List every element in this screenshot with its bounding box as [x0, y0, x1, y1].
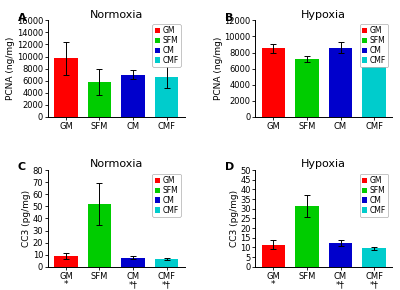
- Bar: [262, 48, 285, 117]
- Bar: [155, 77, 178, 117]
- Bar: [295, 206, 319, 267]
- Bar: [121, 258, 145, 267]
- Legend: GM, SFM, CM, CMF: GM, SFM, CM, CMF: [152, 174, 181, 217]
- Text: *†: *†: [128, 280, 138, 289]
- Bar: [54, 256, 78, 267]
- Legend: GM, SFM, CM, CMF: GM, SFM, CM, CMF: [360, 24, 388, 67]
- Bar: [88, 82, 111, 117]
- Bar: [262, 244, 285, 267]
- Title: Hypoxia: Hypoxia: [301, 10, 346, 19]
- Text: *: *: [64, 280, 68, 289]
- Bar: [329, 48, 352, 117]
- Bar: [295, 59, 319, 117]
- Text: C: C: [18, 162, 26, 172]
- Bar: [362, 63, 386, 117]
- Bar: [88, 204, 111, 267]
- Bar: [121, 75, 145, 117]
- Text: *: *: [271, 280, 276, 289]
- Legend: GM, SFM, CM, CMF: GM, SFM, CM, CMF: [152, 24, 181, 67]
- Text: *†: *†: [162, 280, 171, 289]
- Text: *†: *†: [370, 280, 378, 289]
- Y-axis label: PCNA (ng/mg): PCNA (ng/mg): [214, 37, 223, 100]
- Text: D: D: [226, 162, 235, 172]
- Text: A: A: [18, 12, 26, 23]
- Bar: [54, 58, 78, 117]
- Bar: [329, 243, 352, 267]
- Y-axis label: CC3 (pg/mg): CC3 (pg/mg): [22, 190, 31, 247]
- Y-axis label: CC3 (pg/mg): CC3 (pg/mg): [230, 190, 239, 247]
- Title: Hypoxia: Hypoxia: [301, 160, 346, 169]
- Text: *†: *†: [336, 280, 345, 289]
- Text: B: B: [226, 12, 234, 23]
- Bar: [155, 259, 178, 267]
- Title: Normoxia: Normoxia: [90, 160, 143, 169]
- Title: Normoxia: Normoxia: [90, 10, 143, 19]
- Bar: [362, 249, 386, 267]
- Y-axis label: PCNA (ng/mg): PCNA (ng/mg): [6, 37, 15, 100]
- Legend: GM, SFM, CM, CMF: GM, SFM, CM, CMF: [360, 174, 388, 217]
